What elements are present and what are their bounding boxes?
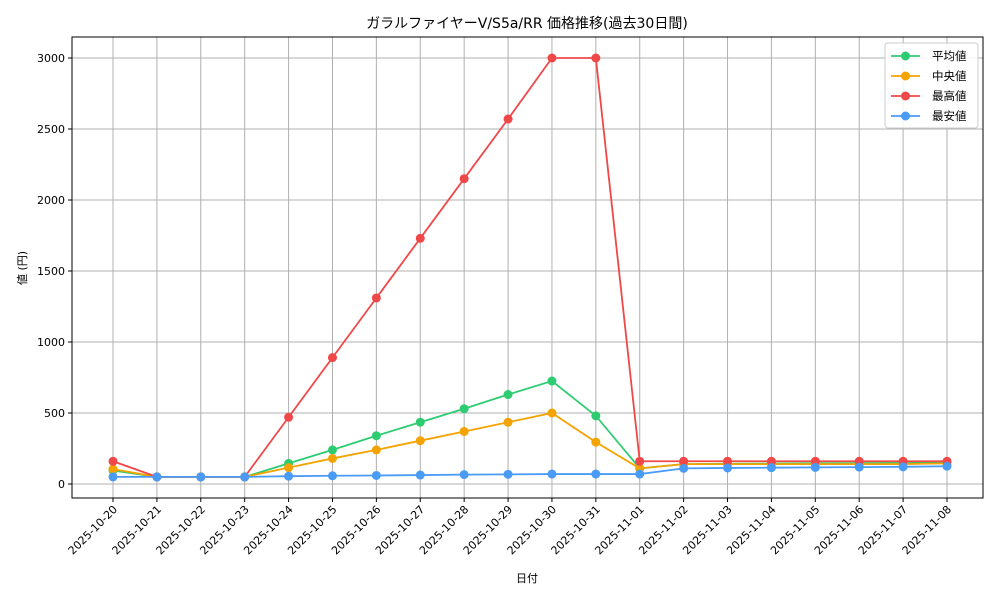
data-point bbox=[591, 469, 601, 479]
legend-label: 最安値 bbox=[932, 109, 967, 123]
data-point bbox=[327, 445, 337, 455]
legend-label: 平均値 bbox=[932, 49, 967, 63]
data-point bbox=[503, 469, 513, 479]
data-point bbox=[415, 233, 425, 243]
data-point bbox=[679, 456, 689, 466]
data-point bbox=[723, 456, 733, 466]
data-point bbox=[108, 472, 118, 482]
data-point bbox=[635, 469, 645, 479]
legend-item: 最安値 bbox=[891, 109, 967, 123]
data-point bbox=[547, 408, 557, 418]
data-point bbox=[152, 472, 162, 482]
data-point bbox=[766, 456, 776, 466]
legend-item: 中央値 bbox=[891, 69, 967, 83]
legend-marker bbox=[901, 111, 910, 121]
data-point bbox=[415, 470, 425, 480]
data-point bbox=[898, 462, 908, 472]
data-point bbox=[547, 376, 557, 386]
chart-title: ガラルファイヤーV/S5a/RR 価格推移(過去30日間) bbox=[366, 16, 688, 32]
data-point bbox=[108, 456, 118, 466]
series-path bbox=[113, 465, 948, 478]
legend-label: 中央値 bbox=[932, 69, 967, 83]
data-point bbox=[679, 463, 689, 473]
data-point bbox=[371, 445, 381, 455]
data-point bbox=[547, 469, 557, 479]
x-axis-label: 日付 bbox=[516, 572, 538, 585]
data-point bbox=[591, 53, 601, 63]
data-point bbox=[327, 453, 337, 463]
series-line bbox=[108, 461, 952, 482]
y-tick-label: 1000 bbox=[37, 336, 65, 349]
series-path bbox=[112, 57, 947, 478]
y-tick-label: 1500 bbox=[37, 265, 65, 278]
legend-box bbox=[884, 42, 979, 129]
data-point bbox=[591, 411, 601, 421]
data-point bbox=[635, 456, 645, 466]
data-point bbox=[503, 417, 513, 427]
data-point bbox=[766, 463, 776, 473]
legend-marker bbox=[901, 51, 910, 61]
data-point bbox=[371, 293, 381, 303]
data-point bbox=[284, 463, 294, 473]
data-point bbox=[415, 436, 425, 446]
data-point bbox=[547, 53, 557, 63]
data-point bbox=[240, 472, 250, 482]
data-point bbox=[108, 464, 118, 474]
data-point bbox=[371, 470, 381, 480]
y-tick-label: 500 bbox=[44, 407, 65, 420]
legend-marker bbox=[901, 91, 910, 101]
data-point bbox=[723, 463, 733, 473]
series-path bbox=[112, 412, 948, 478]
data-point bbox=[415, 417, 425, 427]
y-axis-ticks: 0 500 1000 1500 2000 2500 3000 bbox=[37, 52, 72, 491]
data-point bbox=[810, 462, 820, 472]
y-tick-label: 0 bbox=[58, 478, 65, 491]
data-point bbox=[284, 412, 294, 422]
legend-label: 最高値 bbox=[932, 89, 967, 103]
y-tick-label: 2500 bbox=[37, 123, 65, 136]
data-point bbox=[503, 390, 513, 400]
data-point bbox=[327, 353, 337, 363]
data-point bbox=[284, 471, 294, 481]
data-point bbox=[854, 462, 864, 472]
data-point bbox=[459, 404, 469, 414]
legend-marker bbox=[901, 71, 910, 81]
y-tick-label: 3000 bbox=[37, 52, 65, 65]
series-layer bbox=[108, 53, 952, 482]
data-point bbox=[591, 437, 601, 447]
data-point bbox=[371, 431, 381, 441]
plot-frame bbox=[71, 36, 984, 499]
grid-lines bbox=[72, 37, 983, 498]
legend-item: 平均値 bbox=[891, 49, 967, 63]
data-point bbox=[503, 114, 513, 124]
y-axis-label: 値 (円) bbox=[16, 251, 29, 285]
y-tick-label: 2000 bbox=[37, 194, 65, 207]
data-point bbox=[459, 174, 469, 184]
data-point bbox=[459, 470, 469, 480]
data-point bbox=[459, 426, 469, 436]
data-point bbox=[942, 461, 952, 471]
legend-item: 最高値 bbox=[891, 89, 967, 103]
data-point bbox=[327, 471, 337, 481]
data-point bbox=[196, 472, 206, 482]
